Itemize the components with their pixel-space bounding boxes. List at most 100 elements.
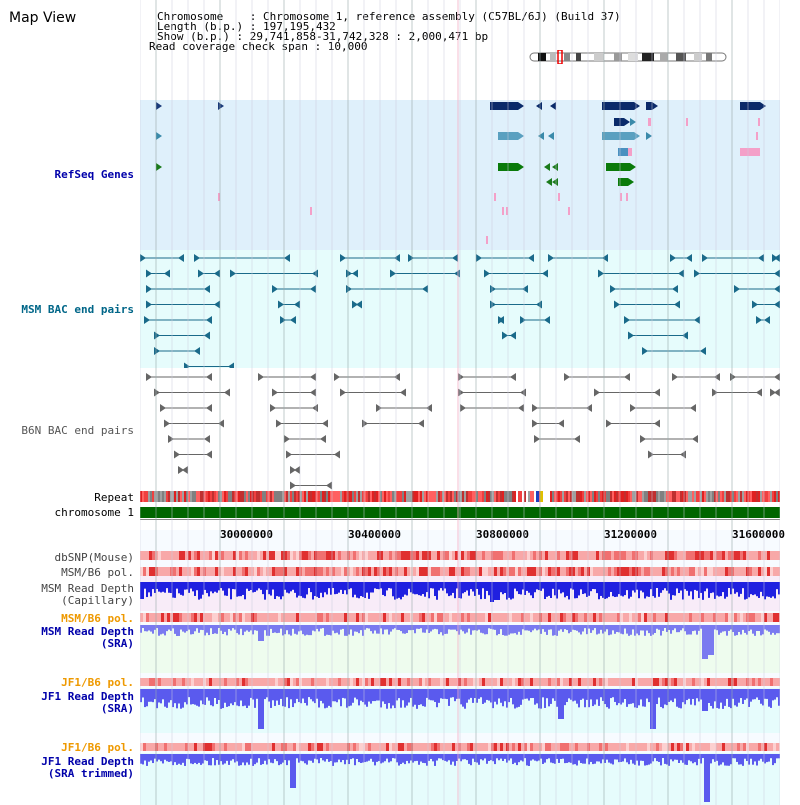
track-label-msm-depth-capillary[interactable]: MSM Read Depth (Capillary)	[0, 583, 134, 607]
repeat-segment	[498, 491, 500, 502]
depth-bar	[674, 625, 676, 629]
pol-segment	[614, 551, 617, 560]
depth-bar	[362, 582, 364, 597]
pol-segment	[293, 551, 296, 560]
pol-segment	[440, 551, 443, 560]
pol-segment	[683, 567, 686, 576]
pol-segment	[632, 678, 635, 686]
pol-segment	[398, 567, 401, 576]
pol-segment	[764, 743, 767, 751]
track-label-refseq[interactable]: RefSeq Genes	[54, 168, 134, 181]
pol-segment	[173, 567, 176, 576]
track-label-msm-b6-pol-1[interactable]: MSM/B6 pol.	[61, 566, 134, 579]
repeat-segment	[344, 491, 346, 502]
depth-bar	[734, 625, 736, 636]
pol-segment	[380, 678, 383, 686]
pol-segment	[323, 567, 326, 576]
depth-bar	[490, 754, 492, 761]
track-label-msm-depth-sra[interactable]: MSM Read Depth (SRA)	[0, 626, 134, 650]
repeat-segment	[492, 491, 494, 502]
repeat-track[interactable]	[140, 491, 780, 502]
depth-bar	[478, 582, 480, 595]
pol-segment	[185, 743, 188, 751]
bac-end	[294, 466, 300, 474]
pol-segment	[260, 613, 263, 622]
coverage-tracks[interactable]	[140, 547, 780, 805]
pol-segment	[728, 551, 731, 560]
repeat-segment	[664, 491, 666, 502]
depth-bar	[462, 754, 464, 760]
chromosome-bar[interactable]	[140, 507, 780, 518]
depth-bar	[434, 582, 436, 597]
pol-segment	[161, 567, 164, 576]
header-chromosome: Chromosome : Chromosome 1, reference ass…	[157, 10, 621, 23]
pol-segment	[314, 613, 317, 622]
repeat-segment	[518, 491, 520, 502]
track-label-repeat[interactable]: Repeat	[94, 491, 134, 504]
depth-bar	[396, 582, 398, 599]
track-label-chromosome[interactable]: chromosome 1	[54, 506, 134, 519]
repeat-segment	[494, 491, 496, 502]
track-label-msm-bac[interactable]: MSM BAC end pairs	[21, 303, 134, 316]
pol-segment	[431, 567, 434, 576]
depth-bar	[618, 582, 620, 595]
depth-bar	[384, 754, 386, 762]
refseq-genes-track[interactable]	[140, 100, 780, 250]
pol-segment	[383, 678, 386, 686]
bac-end	[426, 404, 432, 412]
pol-segment	[287, 567, 290, 576]
depth-bar	[582, 582, 584, 595]
depth-bar	[762, 754, 764, 762]
pol-segment	[548, 613, 551, 622]
pol-segment	[629, 678, 632, 686]
pol-segment	[323, 678, 326, 686]
pol-segment	[437, 678, 440, 686]
repeat-segment	[476, 491, 478, 502]
depth-bar	[732, 689, 734, 699]
snp-mark	[626, 193, 628, 201]
depth-bar	[270, 625, 272, 629]
depth-bar	[256, 689, 258, 699]
depth-bar	[408, 625, 410, 631]
track-label-b6n-bac[interactable]: B6N BAC end pairs	[21, 424, 134, 437]
depth-bar	[400, 689, 402, 708]
depth-bar	[476, 689, 478, 703]
chromosome-ideogram[interactable]	[528, 50, 728, 64]
repeat-segment	[322, 491, 324, 502]
repeat-segment	[328, 491, 330, 502]
pol-segment	[143, 613, 146, 622]
depth-bar	[556, 689, 558, 707]
pol-segment	[203, 551, 206, 560]
repeat-segment	[764, 491, 766, 502]
gene-block	[646, 102, 652, 110]
depth-bar	[344, 754, 346, 765]
pol-segment	[365, 551, 368, 560]
pol-segment	[470, 743, 473, 751]
pol-segment	[164, 743, 167, 751]
bac-end	[290, 481, 296, 490]
repeat-segment	[484, 491, 486, 502]
pol-segment	[251, 551, 254, 560]
track-label-dbsnp[interactable]: dbSNP(Mouse)	[54, 551, 134, 564]
repeat-segment	[674, 491, 676, 502]
depth-bar	[696, 689, 698, 699]
pol-segment	[179, 613, 182, 622]
b6n-bac-track[interactable]	[140, 368, 780, 490]
depth-bar	[394, 625, 396, 629]
bac-end	[334, 373, 340, 381]
track-label-jf1-depth-sra[interactable]: JF1 Read Depth (SRA)	[0, 691, 134, 715]
pol-segment	[353, 678, 356, 686]
track-label-jf1-depth-trimmed[interactable]: JF1 Read Depth (SRA trimmed)	[0, 756, 134, 780]
track-label-jf1-b6-pol-2[interactable]: JF1/B6 pol.	[61, 741, 134, 754]
pol-segment	[638, 551, 641, 560]
pol-segment	[182, 743, 185, 751]
pol-segment	[521, 567, 524, 576]
msm-bac-track[interactable]	[140, 250, 780, 368]
depth-bar	[388, 754, 390, 763]
pol-segment	[539, 613, 542, 622]
track-label-jf1-b6-pol-1[interactable]: JF1/B6 pol.	[61, 676, 134, 689]
track-label-msm-b6-pol-2[interactable]: MSM/B6 pol.	[61, 612, 134, 625]
depth-bar	[616, 582, 618, 597]
pol-segment	[758, 743, 761, 751]
depth-bar	[232, 689, 234, 706]
